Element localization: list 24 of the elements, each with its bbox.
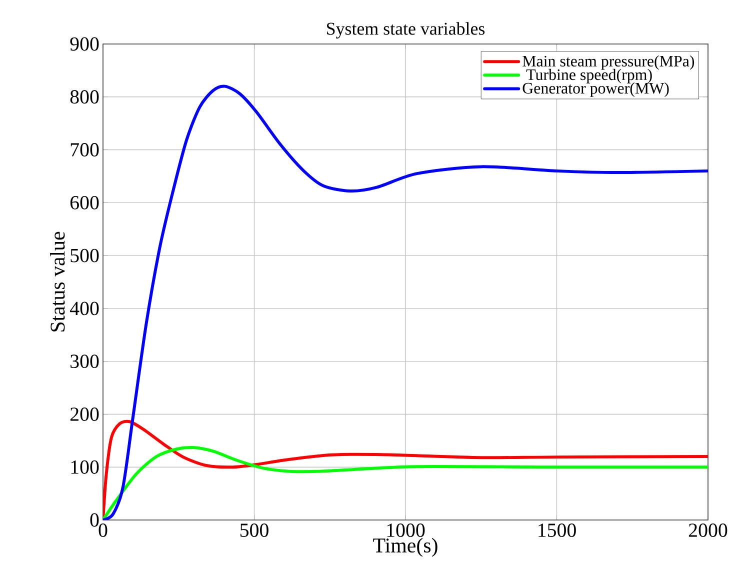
y-tick-label: 200 xyxy=(70,408,99,421)
y-tick-label: 700 xyxy=(70,143,99,156)
line-series xyxy=(103,446,708,520)
y-axis-title: Status value xyxy=(50,232,65,332)
x-tick-label: 2000 xyxy=(688,524,728,537)
x-axis-title: Time(s) xyxy=(373,538,438,557)
x-tick-label: 500 xyxy=(240,524,268,537)
legend-label: Main steam pressure(MPa) xyxy=(522,55,694,70)
y-tick-label: 900 xyxy=(70,37,99,51)
y-tick-label: 100 xyxy=(71,460,99,474)
y-tick-label: 800 xyxy=(70,90,99,104)
y-tick-label: 300 xyxy=(70,354,99,368)
line-series xyxy=(103,420,708,520)
x-tick-label: 0 xyxy=(98,524,108,537)
legend-label: Generator power(MW) xyxy=(522,82,669,97)
line-series xyxy=(103,84,708,520)
y-tick-label: 0 xyxy=(90,513,99,527)
y-tick-label: 600 xyxy=(70,196,99,210)
y-tick-label: 500 xyxy=(70,248,99,262)
x-tick-label: 1000 xyxy=(387,524,425,537)
x-tick-label: 1500 xyxy=(538,524,576,537)
legend-label: Turbine speed(rpm) xyxy=(526,68,652,84)
y-tick-label: 400 xyxy=(70,302,99,316)
chart-title: System state variables xyxy=(327,22,485,38)
